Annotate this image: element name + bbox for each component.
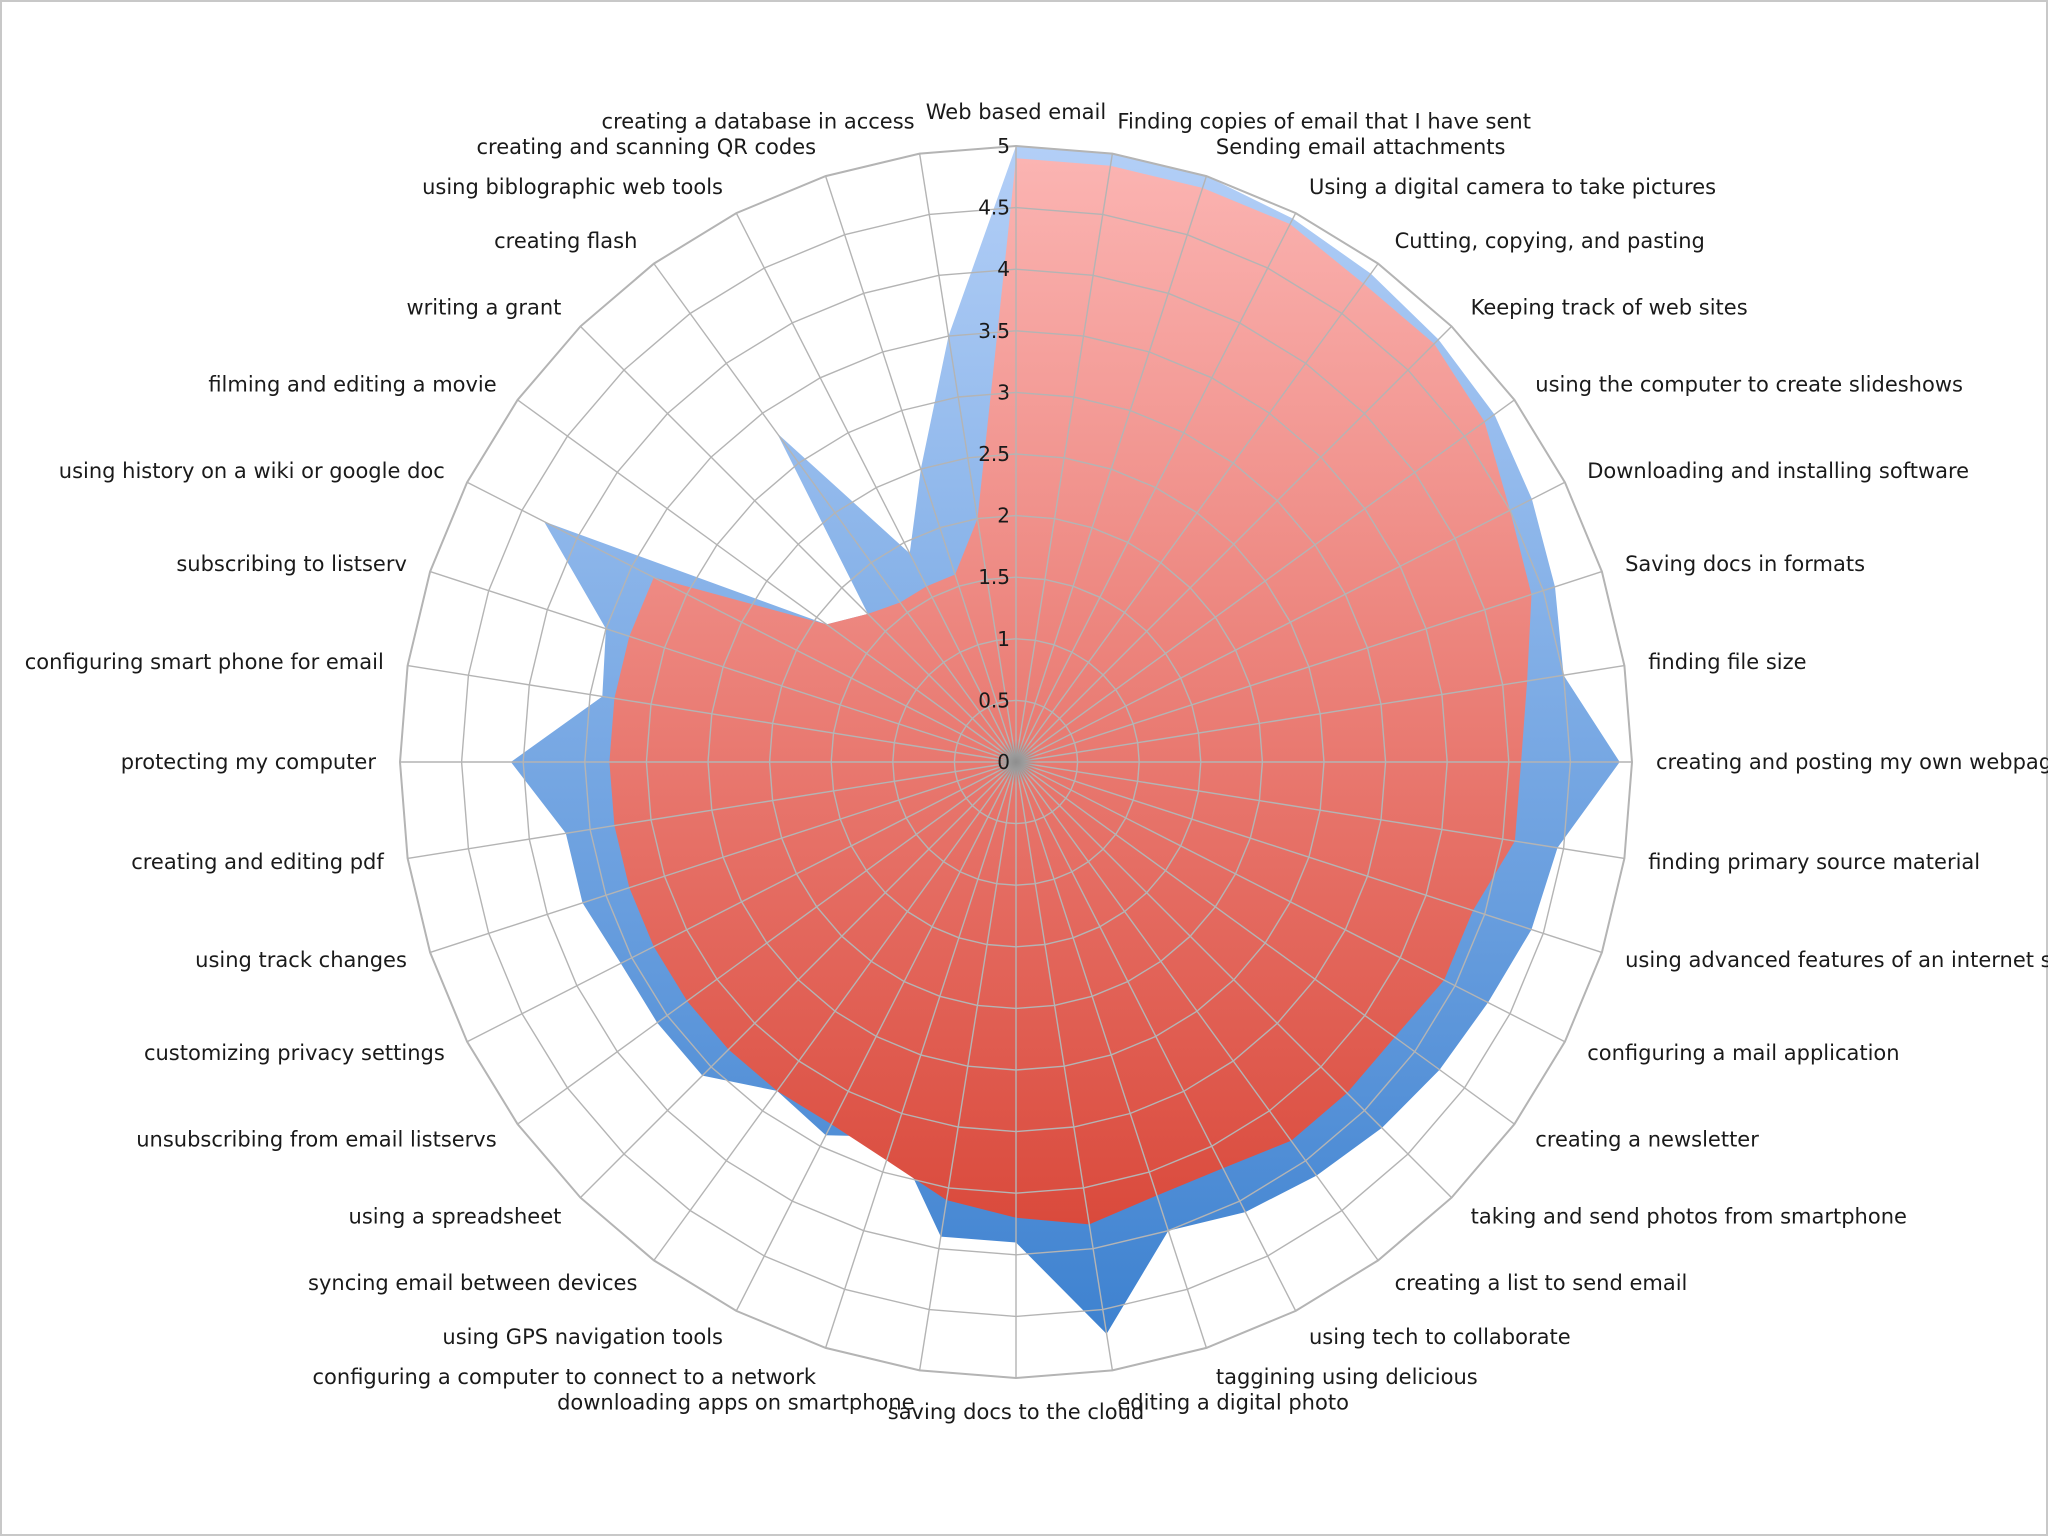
spoke-14 (1015, 761, 1515, 1125)
category-label: Finding copies of email that I have sent (1117, 110, 1531, 134)
spoke-16 (1015, 761, 1379, 1261)
category-label: creating flash (494, 229, 637, 253)
category-label: finding file size (1648, 650, 1806, 674)
category-label: Keeping track of web sites (1471, 295, 1748, 319)
category-label: configuring a mail application (1587, 1041, 1899, 1065)
radar-grid (398, 144, 1634, 1380)
series-layer (510, 146, 1620, 1334)
category-label: creating and posting my own webpage (1656, 750, 2048, 774)
series-2-area (609, 158, 1532, 1225)
spoke-36 (653, 263, 1017, 763)
spoke-38 (824, 175, 1017, 763)
spoke-29 (407, 761, 1017, 860)
spoke-21 (918, 761, 1017, 1371)
category-label: editing a digital photo (1117, 1391, 1349, 1415)
category-label: creating a newsletter (1535, 1127, 1759, 1151)
category-label: taggining using delicious (1216, 1365, 1478, 1389)
spoke-19 (1015, 761, 1114, 1371)
category-label: Cutting, copying, and pasting (1395, 229, 1705, 253)
category-label: protecting my computer (121, 750, 377, 774)
category-label: Downloading and installing software (1587, 459, 1969, 483)
spoke-22 (824, 761, 1017, 1349)
spoke-4 (1015, 263, 1379, 763)
spoke-18 (1015, 761, 1208, 1349)
spoke-8 (1015, 570, 1603, 763)
spoke-37 (735, 212, 1017, 763)
category-label: using track changes (195, 948, 407, 972)
spoke-6 (1015, 399, 1515, 763)
r-tick-label: 3.5 (978, 319, 1010, 343)
category-label: Saving docs in formats (1625, 552, 1865, 576)
category-label: creating a database in access (602, 110, 915, 134)
category-label: configuring smart phone for email (25, 650, 384, 674)
spoke-12 (1015, 761, 1603, 954)
category-label: using biblographic web tools (422, 175, 723, 199)
category-label: subscribing to listserv (176, 552, 407, 576)
r-tick-label: 3 (997, 380, 1010, 404)
category-label: creating a list to send email (1395, 1271, 1688, 1295)
spoke-26 (517, 761, 1017, 1125)
spoke-31 (407, 664, 1017, 763)
category-label: customizing privacy settings (144, 1041, 445, 1065)
spoke-7 (1015, 481, 1566, 763)
spoke-24 (653, 761, 1017, 1261)
r-tick-label: 4 (997, 257, 1010, 281)
category-label: Sending email attachments (1216, 135, 1506, 159)
r-tick-label: 4.5 (978, 196, 1010, 220)
radial-axis-ticks: 0 0.5 1 1.5 2 2.5 3 3.5 4 4.5 5 (978, 134, 1010, 774)
category-label: unsubscribing from email listservs (136, 1127, 496, 1151)
category-label: using GPS navigation tools (442, 1325, 723, 1349)
category-label: syncing email between devices (308, 1271, 637, 1295)
category-label: using the computer to create slideshows (1535, 373, 1963, 397)
category-label: creating and editing pdf (131, 850, 384, 874)
spoke-15 (1015, 761, 1453, 1199)
category-label: writing a grant (406, 295, 561, 319)
spoke-2 (1015, 175, 1208, 763)
spoke-1 (1015, 153, 1114, 763)
category-label: configuring a computer to connect to a n… (313, 1365, 817, 1389)
category-label: Web based email (926, 100, 1106, 124)
category-label: using tech to collaborate (1309, 1325, 1571, 1349)
spoke-23 (735, 761, 1017, 1312)
r-tick-label: 0.5 (978, 688, 1010, 712)
r-tick-label: 5 (997, 134, 1010, 158)
category-label: taking and send photos from smartphone (1471, 1205, 1907, 1229)
spoke-25 (579, 761, 1017, 1199)
spoke-13 (1015, 761, 1566, 1043)
center-marker (994, 740, 1038, 784)
spoke-17 (1015, 761, 1297, 1312)
spoke-5 (1015, 325, 1453, 763)
category-label: using history on a wiki or google doc (59, 459, 445, 483)
category-label: finding primary source material (1648, 850, 1980, 874)
category-label: saving docs to the cloud (888, 1400, 1145, 1424)
spoke-33 (466, 481, 1017, 763)
spoke-9 (1015, 664, 1625, 763)
category-label: filming and editing a movie (208, 373, 496, 397)
spoke-27 (466, 761, 1017, 1043)
spoke-34 (517, 399, 1017, 763)
spoke-35 (579, 325, 1017, 763)
r-tick-label: 1.5 (978, 565, 1010, 589)
spoke-28 (429, 761, 1017, 954)
r-tick-label: 1 (997, 627, 1010, 651)
spoke-32 (429, 570, 1017, 763)
category-labels: Web based email Finding copies of email t… (25, 100, 2048, 1424)
category-label: using advanced features of an internet s… (1625, 948, 2048, 972)
r-tick-label: 2 (997, 504, 1010, 528)
category-label: Using a digital camera to take pictures (1309, 175, 1716, 199)
spoke-39 (918, 153, 1017, 763)
category-label: using a spreadsheet (349, 1205, 562, 1229)
r-tick-label: 2.5 (978, 442, 1010, 466)
spoke-3 (1015, 212, 1297, 763)
spoke-11 (1015, 761, 1625, 860)
category-label: downloading apps on smartphone (557, 1391, 915, 1415)
category-label: creating and scanning QR codes (477, 135, 817, 159)
r-tick-label: 0 (997, 750, 1010, 774)
